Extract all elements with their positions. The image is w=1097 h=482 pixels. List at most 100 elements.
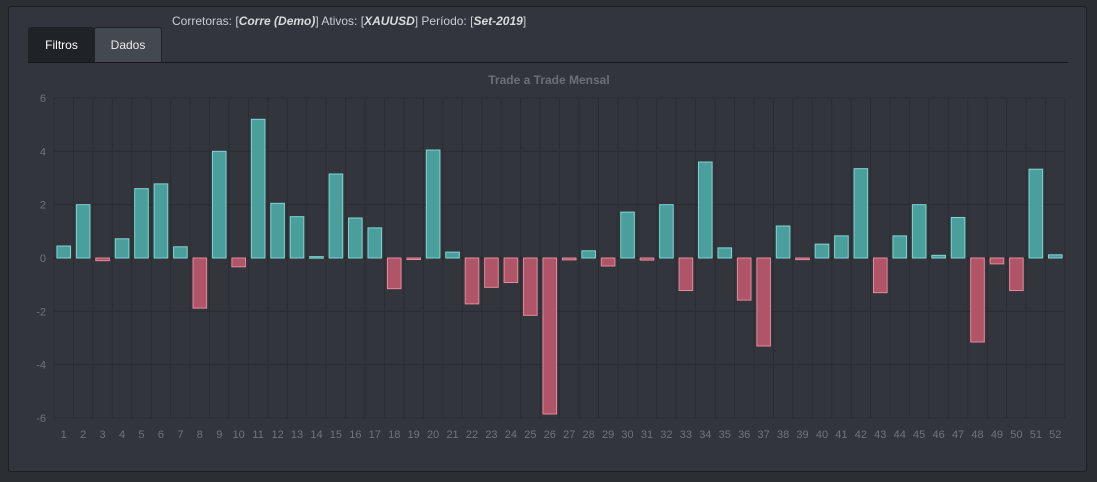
y-tick-label: 4 — [40, 146, 46, 158]
x-tick-label: 27 — [563, 429, 575, 441]
x-tick-label: 46 — [933, 429, 945, 441]
bar-17 — [367, 227, 383, 259]
bar-35 — [717, 247, 733, 259]
bar-6 — [153, 183, 169, 259]
bar-26 — [542, 257, 558, 415]
bar-30 — [620, 211, 635, 259]
x-tick-label: 31 — [641, 429, 653, 441]
x-tick-label: 12 — [271, 429, 283, 441]
bar-48 — [970, 257, 985, 343]
bar-34 — [698, 161, 713, 259]
bar-21 — [445, 251, 460, 259]
x-tick-label: 37 — [758, 429, 770, 441]
bar-49 — [989, 257, 1005, 265]
bar-7 — [173, 246, 188, 259]
x-tick-label: 2 — [80, 429, 86, 441]
x-tick-label: 7 — [177, 429, 183, 441]
x-tick-label: 49 — [991, 429, 1003, 441]
x-tick-label: 35 — [719, 429, 731, 441]
x-tick-label: 36 — [738, 429, 750, 441]
bar-25 — [523, 257, 538, 316]
x-tick-label: 17 — [369, 429, 381, 441]
x-tick-label: 26 — [544, 429, 556, 441]
filter-summary: Corretoras: [Corre (Demo)] Ativos: [XAUU… — [172, 14, 526, 28]
bar-33 — [678, 257, 694, 292]
x-tick-label: 21 — [446, 429, 458, 441]
bar-43 — [872, 257, 888, 294]
bar-38 — [775, 225, 791, 259]
period-label: ] Período: [ — [414, 14, 474, 28]
bar-47 — [950, 216, 966, 259]
y-tick-label: -4 — [36, 360, 46, 372]
bar-18 — [386, 257, 402, 290]
report-panel: Corretoras: [Corre (Demo)] Ativos: [XAUU… — [8, 6, 1087, 472]
brokers-label: Corretoras: [ — [172, 14, 239, 28]
x-tick-label: 4 — [119, 429, 125, 441]
x-tick-label: 8 — [197, 429, 203, 441]
x-tick-label: 50 — [1010, 429, 1022, 441]
bar-4 — [114, 238, 130, 259]
x-tick-label: 48 — [971, 429, 983, 441]
bar-36 — [736, 257, 752, 301]
bar-46 — [931, 254, 946, 259]
bar-40 — [814, 243, 830, 259]
x-tick-label: 24 — [505, 429, 517, 441]
bar-37 — [756, 257, 771, 347]
bar-28 — [581, 250, 596, 259]
bar-1 — [56, 245, 72, 259]
x-tick-label: 43 — [874, 429, 886, 441]
period-value: Set-2019 — [473, 14, 523, 28]
x-tick-label: 34 — [699, 429, 711, 441]
bar-19 — [406, 257, 421, 260]
x-tick-label: 5 — [138, 429, 144, 441]
y-tick-label: 0 — [40, 253, 46, 265]
bar-10 — [231, 257, 247, 268]
x-tick-label: 38 — [777, 429, 789, 441]
x-tick-label: 6 — [158, 429, 164, 441]
assets-value: XAUUSD — [364, 14, 415, 28]
tab-dados[interactable]: Dados — [94, 27, 162, 63]
bar-14 — [309, 256, 324, 259]
bar-44 — [892, 235, 908, 259]
x-tick-label: 33 — [680, 429, 692, 441]
x-tick-label: 51 — [1030, 429, 1042, 441]
bar-5 — [134, 188, 149, 259]
bar-22 — [464, 257, 480, 305]
grid-layer — [53, 97, 1066, 419]
x-tick-label: 28 — [583, 429, 595, 441]
bar-39 — [795, 257, 810, 261]
x-tick-label: 45 — [913, 429, 925, 441]
bar-52 — [1047, 254, 1063, 259]
x-tick-label: 22 — [466, 429, 478, 441]
bar-2 — [75, 204, 91, 259]
x-tick-label: 18 — [388, 429, 400, 441]
bar-42 — [853, 168, 869, 259]
x-tick-label: 52 — [1049, 429, 1061, 441]
period-close: ] — [522, 14, 527, 28]
bar-11 — [250, 118, 266, 259]
x-tick-label: 41 — [835, 429, 847, 441]
x-tick-label: 40 — [816, 429, 828, 441]
bar-31 — [639, 257, 655, 261]
bar-29 — [600, 257, 616, 267]
x-tick-label: 16 — [349, 429, 361, 441]
assets-label: ] Ativos: [ — [315, 14, 365, 28]
bar-45 — [911, 204, 927, 259]
bars-layer — [56, 118, 1063, 415]
x-tick-label: 15 — [330, 429, 342, 441]
x-tick-label: 47 — [952, 429, 964, 441]
bar-9 — [211, 150, 227, 259]
x-tick-label: 10 — [233, 429, 245, 441]
bar-3 — [95, 257, 110, 262]
bar-32 — [659, 204, 674, 259]
x-tick-label: 23 — [485, 429, 497, 441]
x-tick-label: 11 — [252, 429, 263, 441]
bar-13 — [289, 216, 305, 259]
y-tick-label: -2 — [36, 306, 46, 318]
bar-16 — [348, 217, 363, 259]
x-tick-label: 3 — [100, 429, 106, 441]
x-tick-label: 19 — [408, 429, 420, 441]
x-tick-label: 13 — [291, 429, 303, 441]
x-tick-label: 9 — [216, 429, 222, 441]
